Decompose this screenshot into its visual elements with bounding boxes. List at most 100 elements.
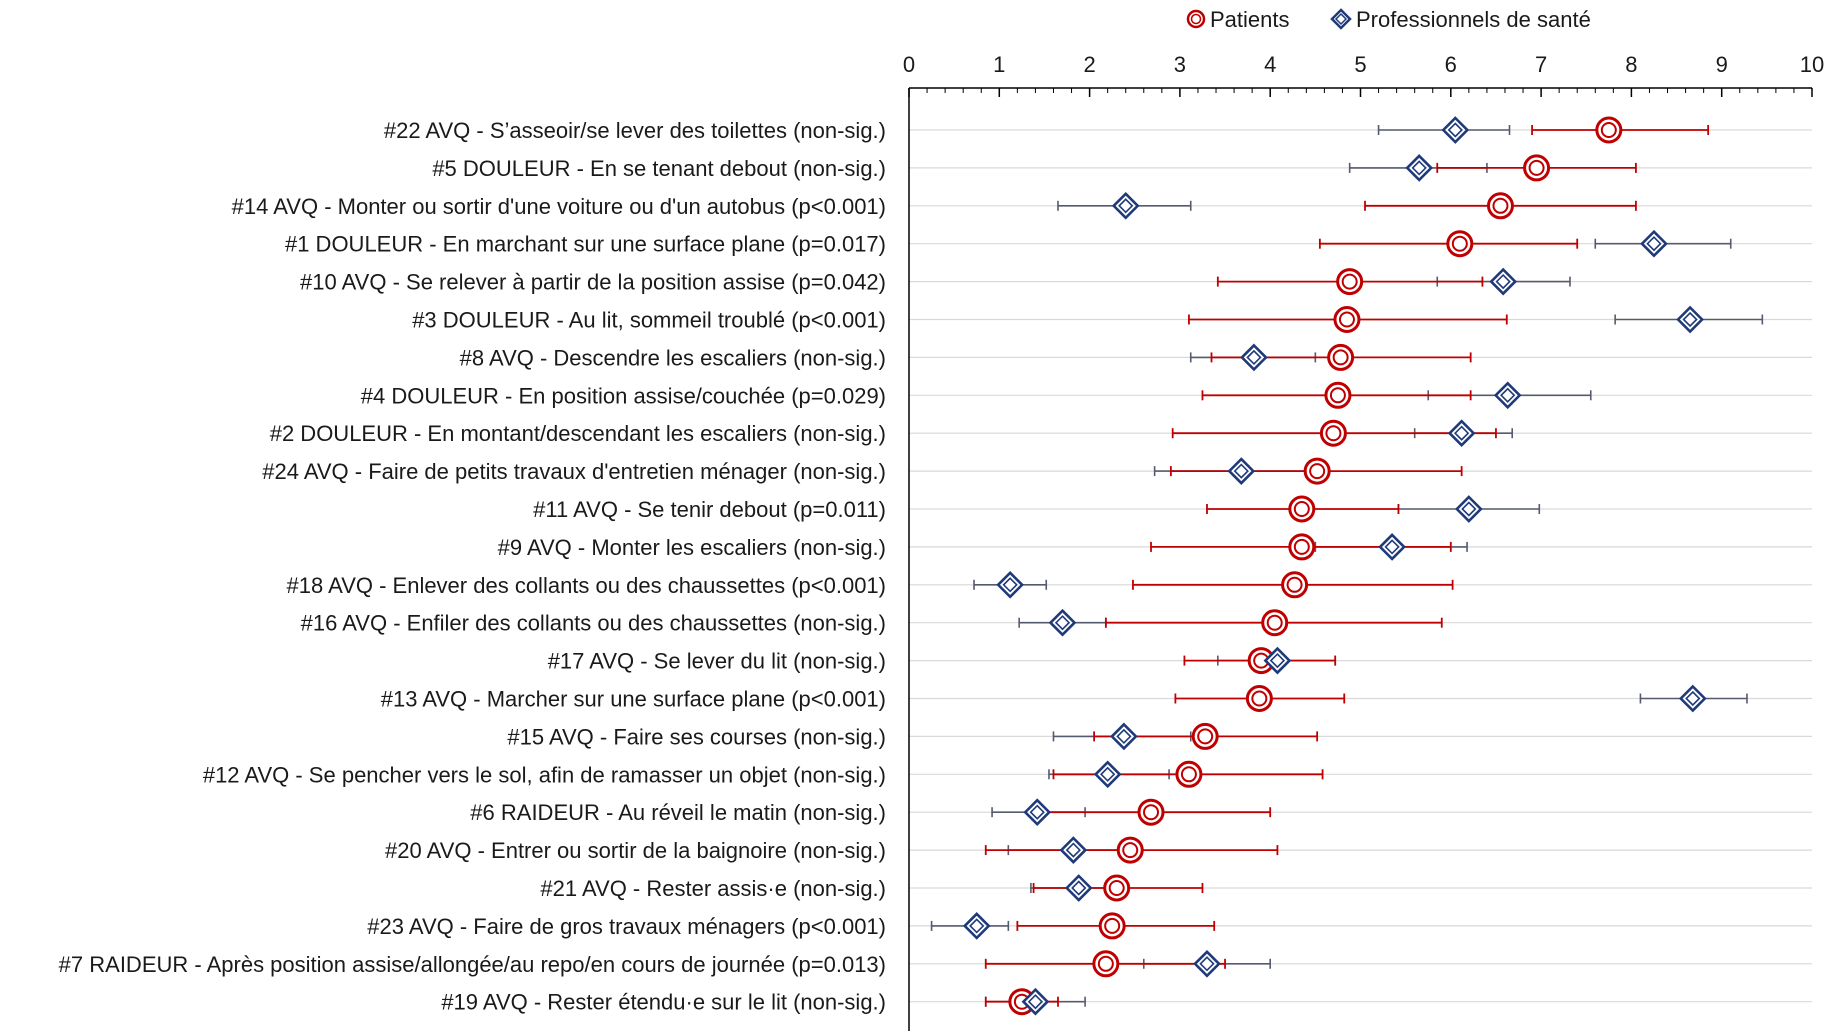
- x-axis: 0 1 2 3 4 5 6 7 8 9 10: [903, 52, 1824, 1031]
- professionals-point-inner: [1118, 198, 1134, 214]
- professionals-point-inner: [1071, 880, 1087, 896]
- data-row: [1188, 305, 1764, 334]
- professionals-point-inner: [1454, 425, 1470, 441]
- patients-point-inner: [1122, 842, 1139, 859]
- category-label: #6 RAIDEUR - Au réveil le matin (non-sig…: [470, 800, 886, 825]
- data-row: [1153, 457, 1463, 485]
- legend-marker-patients-inner: [1190, 13, 1202, 25]
- data-row: [1348, 154, 1637, 182]
- category-label: #16 AVQ - Enfiler des collants ou des ch…: [301, 611, 886, 636]
- data-row: [1189, 343, 1472, 372]
- x-tick-label: 7: [1535, 52, 1547, 77]
- category-label: #1 DOULEUR - En marchant sur une surface…: [285, 232, 886, 257]
- category-label: #21 AVQ - Rester assis·e (non-sig.): [540, 876, 886, 901]
- category-label: #10 AVQ - Se relever à partir de la posi…: [300, 270, 886, 295]
- professionals-point-inner: [1002, 577, 1018, 593]
- data-row: [1018, 608, 1443, 637]
- patients-point-inner: [1286, 576, 1303, 593]
- data-row: [984, 836, 1279, 864]
- x-tick-label: 0: [903, 52, 915, 77]
- patients-point-inner: [1325, 425, 1342, 442]
- professionals-point-inner: [1246, 349, 1262, 366]
- patients-point-inner: [1197, 728, 1214, 745]
- category-label: #11 AVQ - Se tenir debout (p=0.011): [533, 497, 886, 522]
- category-label: #17 AVQ - Se lever du lit (non-sig.): [548, 649, 886, 674]
- patients-point-inner: [1332, 349, 1349, 366]
- patients-point-inner: [1309, 463, 1326, 480]
- data-row: [1201, 381, 1592, 410]
- x-tick-label: 8: [1625, 52, 1637, 77]
- patients-point-inner: [1492, 197, 1509, 214]
- x-tick-label: 2: [1083, 52, 1095, 77]
- professionals-point-inner: [1461, 501, 1477, 517]
- data-row: [1183, 646, 1337, 675]
- category-label: #2 DOULEUR - En montant/descendant les e…: [270, 421, 886, 446]
- patients-point-inner: [1329, 387, 1346, 404]
- data-row: [1377, 116, 1710, 144]
- professionals-point-inner: [1411, 160, 1427, 176]
- patients-point-inner: [1251, 690, 1268, 707]
- professionals-point-inner: [1065, 842, 1081, 858]
- category-label: #15 AVQ - Faire ses courses (non-sig.): [507, 724, 886, 749]
- category-label: #9 AVQ - Monter les escaliers (non-sig.): [498, 535, 886, 560]
- x-tick-label: 3: [1174, 52, 1186, 77]
- category-labels: #22 AVQ - S’asseoir/se lever des toilett…: [59, 118, 886, 1015]
- professionals-point-inner: [969, 918, 985, 934]
- professionals-point-inner: [1116, 728, 1132, 745]
- x-tick-label: 1: [993, 52, 1005, 77]
- professionals-point-inner: [1233, 463, 1249, 479]
- data-row: [1052, 722, 1319, 751]
- data-row: [1057, 191, 1637, 220]
- legend-item-patients: Patients: [1186, 7, 1290, 32]
- data-row: [991, 798, 1272, 827]
- patients-point-inner: [1104, 917, 1121, 934]
- data-row: [984, 949, 1271, 978]
- category-label: #3 DOULEUR - Au lit, sommeil troublé (p<…: [412, 308, 886, 333]
- category-label: #7 RAIDEUR - Après position assise/allon…: [59, 952, 886, 977]
- patients-point-inner: [1600, 122, 1617, 138]
- category-label: #22 AVQ - S’asseoir/se lever des toilett…: [384, 118, 886, 143]
- category-label: #12 AVQ - Se pencher vers le sol, afin d…: [203, 762, 886, 787]
- patients-point-inner: [1338, 311, 1355, 328]
- professionals-point-inner: [1100, 766, 1116, 782]
- data-row: [1174, 684, 1748, 713]
- legend: Patients Professionnels de santé: [1186, 7, 1591, 32]
- patients-point-inner: [1528, 159, 1545, 176]
- category-label: #18 AVQ - Enlever des collants ou des ch…: [287, 573, 886, 598]
- category-label: #4 DOULEUR - En position assise/couchée …: [361, 383, 886, 408]
- professionals-point-inner: [1447, 122, 1463, 138]
- legend-marker-professionals-inner: [1334, 12, 1348, 26]
- x-tick-label: 10: [1800, 52, 1824, 77]
- data-row: [1171, 419, 1514, 448]
- category-label: #24 AVQ - Faire de petits travaux d'entr…: [262, 459, 886, 484]
- patients-point-inner: [1341, 273, 1358, 290]
- category-label: #20 AVQ - Entrer ou sortir de la baignoi…: [385, 838, 886, 863]
- data-row: [1206, 495, 1541, 523]
- data-row: [973, 570, 1454, 599]
- data-row: [1318, 229, 1732, 258]
- professionals-point-inner: [1682, 311, 1698, 328]
- data-series: [930, 116, 1764, 1016]
- patients-point-inner: [1266, 614, 1283, 631]
- data-row: [1048, 760, 1324, 789]
- professionals-point-inner: [1029, 804, 1045, 820]
- category-label: #5 DOULEUR - En se tenant debout (non-si…: [432, 156, 886, 181]
- x-tick-label: 9: [1716, 52, 1728, 77]
- professionals-point-inner: [1269, 652, 1286, 669]
- patients-point-inner: [1180, 766, 1197, 783]
- category-label: #13 AVQ - Marcher sur une surface plane …: [381, 687, 886, 712]
- legend-label-patients: Patients: [1210, 7, 1290, 32]
- category-label: #8 AVQ - Descendre les escaliers (non-si…: [460, 345, 886, 370]
- professionals-point-inner: [1384, 539, 1400, 555]
- professionals-point-inner: [1500, 387, 1516, 403]
- patients-point-inner: [1097, 955, 1114, 972]
- patients-point-inner: [1143, 804, 1160, 821]
- professionals-point-inner: [1199, 956, 1215, 972]
- professionals-point-inner: [1495, 273, 1511, 290]
- category-label: #19 AVQ - Rester étendu·e sur le lit (no…: [441, 990, 886, 1015]
- data-row: [984, 987, 1086, 1016]
- patients-point-inner: [1108, 880, 1125, 896]
- x-tick-label: 5: [1354, 52, 1366, 77]
